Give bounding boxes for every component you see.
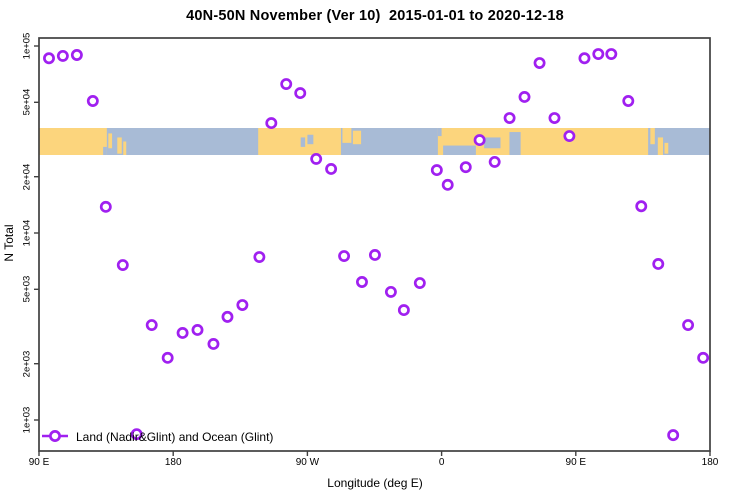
data-point bbox=[533, 57, 546, 69]
map-band-water bbox=[307, 134, 314, 145]
map-band-water bbox=[300, 137, 306, 147]
data-point bbox=[191, 324, 204, 336]
data-point bbox=[413, 277, 426, 289]
map-band-water bbox=[443, 145, 476, 155]
x-tick-label: 180 bbox=[164, 457, 182, 468]
y-tick-label: 1e+03 bbox=[21, 406, 33, 434]
map-band-land bbox=[117, 137, 122, 154]
data-point bbox=[473, 134, 486, 147]
map-band-land bbox=[657, 137, 664, 155]
data-point bbox=[503, 112, 516, 124]
map-band-land bbox=[342, 128, 352, 143]
y-tick-label: 1e+05 bbox=[21, 32, 33, 60]
data-point bbox=[397, 304, 410, 317]
y-tick-label: 5e+03 bbox=[21, 275, 33, 303]
map-band-land bbox=[664, 142, 669, 154]
plot-box bbox=[38, 37, 711, 452]
data-point bbox=[635, 200, 648, 213]
data-point bbox=[697, 351, 710, 364]
data-point bbox=[356, 276, 368, 288]
data-point bbox=[280, 78, 293, 90]
map-band-water bbox=[437, 128, 442, 137]
data-point bbox=[99, 200, 112, 213]
x-tick-label: 0 bbox=[438, 457, 445, 468]
data-point bbox=[592, 48, 605, 60]
data-point bbox=[221, 310, 234, 323]
data-point bbox=[578, 52, 591, 65]
map-band-land bbox=[108, 133, 113, 149]
data-point bbox=[338, 250, 351, 262]
map-band-water bbox=[103, 146, 107, 155]
legend-marker bbox=[49, 430, 61, 442]
legend-label: Land (Nadir&Glint) and Ocean (Glint) bbox=[76, 430, 274, 444]
x-tick-label: 90 E bbox=[565, 457, 587, 468]
data-point bbox=[488, 155, 501, 168]
map-band-land bbox=[352, 130, 362, 145]
data-point bbox=[667, 429, 680, 442]
data-point bbox=[518, 90, 531, 103]
x-axis-label: Longitude (deg E) bbox=[327, 476, 423, 490]
data-point bbox=[548, 112, 561, 124]
data-point bbox=[294, 87, 307, 100]
data-point bbox=[86, 95, 99, 107]
data-point bbox=[43, 52, 55, 65]
data-point bbox=[459, 161, 472, 174]
data-point bbox=[325, 163, 338, 175]
map-band-land bbox=[258, 128, 341, 155]
y-tick-label: 2e+03 bbox=[21, 350, 33, 378]
data-point bbox=[253, 251, 266, 263]
map-band-water bbox=[484, 137, 501, 149]
map-band-land bbox=[123, 141, 127, 155]
x-tick-label: 180 bbox=[701, 457, 719, 468]
y-axis-label: N Total bbox=[2, 224, 16, 262]
data-point bbox=[70, 49, 83, 61]
y-tick-label: 5e+04 bbox=[21, 88, 33, 116]
data-point bbox=[116, 259, 129, 271]
data-point bbox=[368, 249, 381, 261]
data-point bbox=[622, 95, 635, 107]
data-point bbox=[563, 130, 576, 142]
data-point bbox=[441, 178, 454, 191]
data-point bbox=[207, 338, 220, 350]
data-point bbox=[652, 258, 665, 270]
x-tick-label: 90 W bbox=[295, 457, 320, 468]
data-point bbox=[605, 48, 618, 60]
data-point bbox=[682, 319, 695, 331]
map-band-land bbox=[650, 128, 655, 145]
data-point bbox=[161, 351, 174, 364]
data-point bbox=[176, 327, 189, 339]
y-tick-label: 1e+04 bbox=[21, 219, 33, 247]
data-point bbox=[384, 285, 397, 298]
data-point bbox=[236, 299, 249, 311]
map-band-land bbox=[39, 128, 107, 155]
x-tick-label: 90 E bbox=[28, 457, 50, 468]
data-point bbox=[130, 428, 143, 441]
chart-title: 40N-50N November (Ver 10) 2015-01-01 to … bbox=[186, 8, 564, 24]
data-point bbox=[265, 117, 278, 130]
data-point bbox=[310, 152, 323, 165]
y-tick-label: 2e+04 bbox=[21, 163, 33, 191]
data-point bbox=[145, 319, 158, 331]
data-point bbox=[430, 164, 443, 177]
map-band-water bbox=[509, 132, 521, 155]
data-point bbox=[56, 49, 69, 62]
